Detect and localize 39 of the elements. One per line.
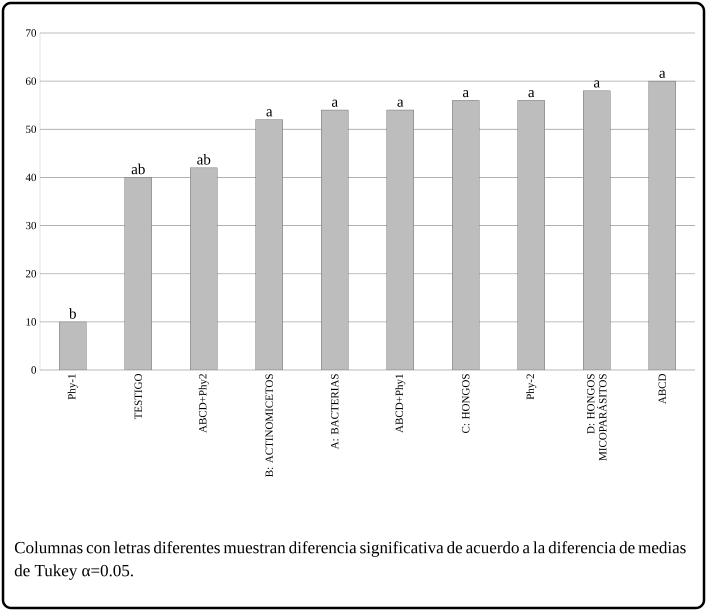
x-tick-label: A: BACTERIAS: [331, 374, 338, 450]
y-tick-label: 40: [26, 174, 36, 182]
data-label: ab: [132, 164, 145, 174]
bar: [321, 110, 348, 370]
data-label: a: [397, 100, 404, 107]
x-tick-label: C: HONGOS: [462, 374, 470, 433]
y-tick-label: 50: [26, 126, 36, 134]
x-tick-label: ABCD: [658, 374, 666, 404]
data-label: a: [594, 80, 600, 88]
y-tick-label: 10: [26, 318, 36, 326]
y-tick-label: 0: [31, 366, 36, 374]
text: Columnas con letras diferentes muestran diferencia significativa de acuerdo a la diferencia de medias de Tukey α=0.05.: [14, 541, 686, 580]
x-tick-label: Phy-1: [68, 374, 78, 400]
x-tick-label: ABCD+Phy1: [395, 374, 406, 433]
bar: [386, 110, 414, 370]
y-tick-label: 60: [26, 77, 36, 85]
x-tick-label: D: HONGOS MICOPARÁSITOS: [587, 374, 606, 461]
data-label: a: [659, 70, 666, 78]
x-tick-label: ABCD+Phy2: [198, 374, 209, 433]
y-tick-label: 20: [26, 270, 36, 278]
bar: [518, 100, 545, 370]
y-tick-label: 70: [26, 29, 36, 37]
x-tick-label: B: ACTINOMICETOS: [266, 374, 273, 477]
bar: [59, 322, 86, 370]
x-tick-label: TESTIGO: [134, 374, 142, 420]
data-label: ab: [197, 154, 210, 165]
bar: [190, 168, 218, 370]
data-label: a: [528, 90, 534, 98]
bar: [648, 80, 676, 370]
data-label: b: [69, 308, 76, 319]
x-tick-label: Phy-2: [526, 374, 536, 400]
data-label: a: [266, 109, 272, 116]
bar: [256, 119, 283, 370]
data-label: a: [462, 90, 469, 98]
bar: [452, 100, 480, 370]
bar: [583, 90, 610, 370]
y-tick-label: 30: [26, 222, 36, 230]
bar: [124, 177, 152, 370]
data-label: a: [332, 100, 338, 107]
